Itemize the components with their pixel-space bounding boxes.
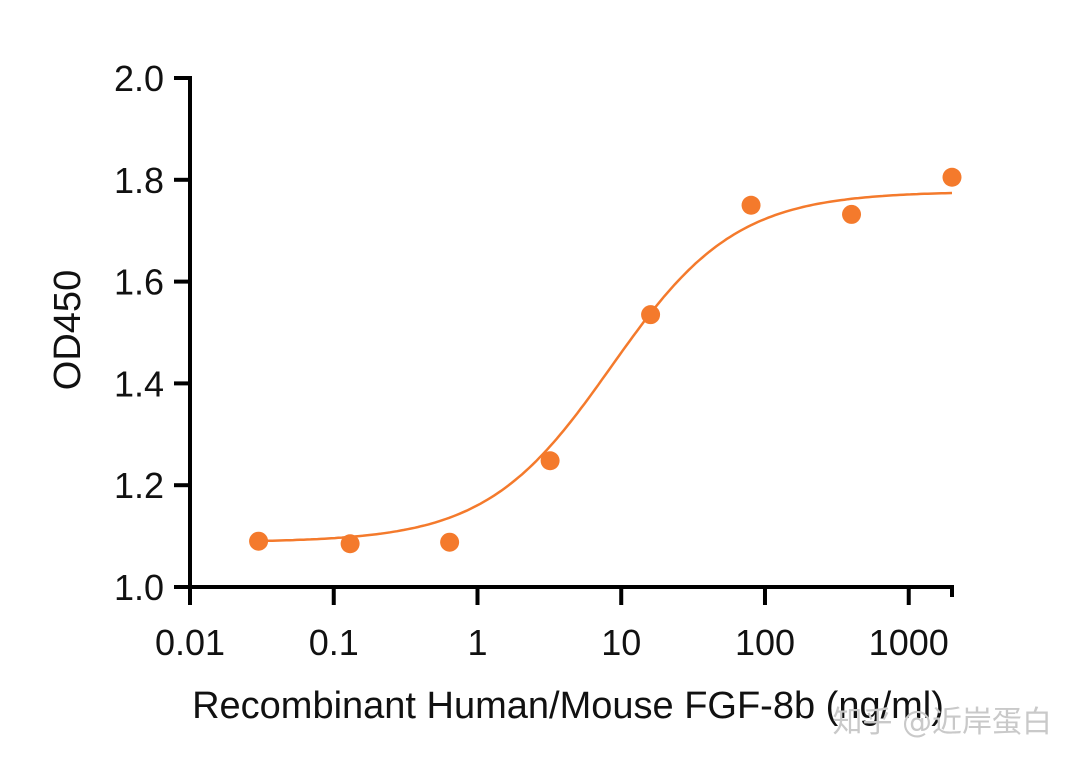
data-point <box>641 305 661 325</box>
x-axis-title: Recombinant Human/Mouse FGF-8b (ng/ml) <box>192 685 944 727</box>
data-point <box>249 531 269 551</box>
data-point <box>440 532 460 552</box>
y-axis-ticks: 1.0 1.2 1.4 1.6 1.8 2.0 <box>114 58 190 608</box>
data-point <box>540 451 560 471</box>
x-tick-label: 1 <box>467 622 487 663</box>
y-tick-label: 1.4 <box>114 363 164 404</box>
y-tick-label: 1.8 <box>114 160 164 201</box>
data-point <box>340 534 360 554</box>
x-tick-label: 100 <box>735 622 795 663</box>
data-point <box>741 195 761 215</box>
x-axis-ticks: 0.01 0.1 1 10 100 1000 <box>155 587 954 663</box>
fit-curve-line <box>258 191 953 543</box>
y-tick-label: 1.6 <box>114 262 164 303</box>
x-tick-label: 0.01 <box>155 622 225 663</box>
axes <box>188 76 954 589</box>
data-point <box>942 167 962 187</box>
y-tick-label: 1.2 <box>114 465 164 506</box>
x-tick-label: 0.1 <box>309 622 359 663</box>
x-tick-label: 1000 <box>869 622 949 663</box>
watermark-text: 知乎 @近岸蛋白 <box>832 705 1052 740</box>
y-tick-label: 2.0 <box>114 58 164 99</box>
y-axis-title: OD450 <box>47 270 89 390</box>
data-point <box>842 204 862 224</box>
x-tick-label: 10 <box>601 622 641 663</box>
y-tick-label: 1.0 <box>114 567 164 608</box>
data-points <box>249 167 962 554</box>
fit-curve-layer <box>258 191 953 543</box>
